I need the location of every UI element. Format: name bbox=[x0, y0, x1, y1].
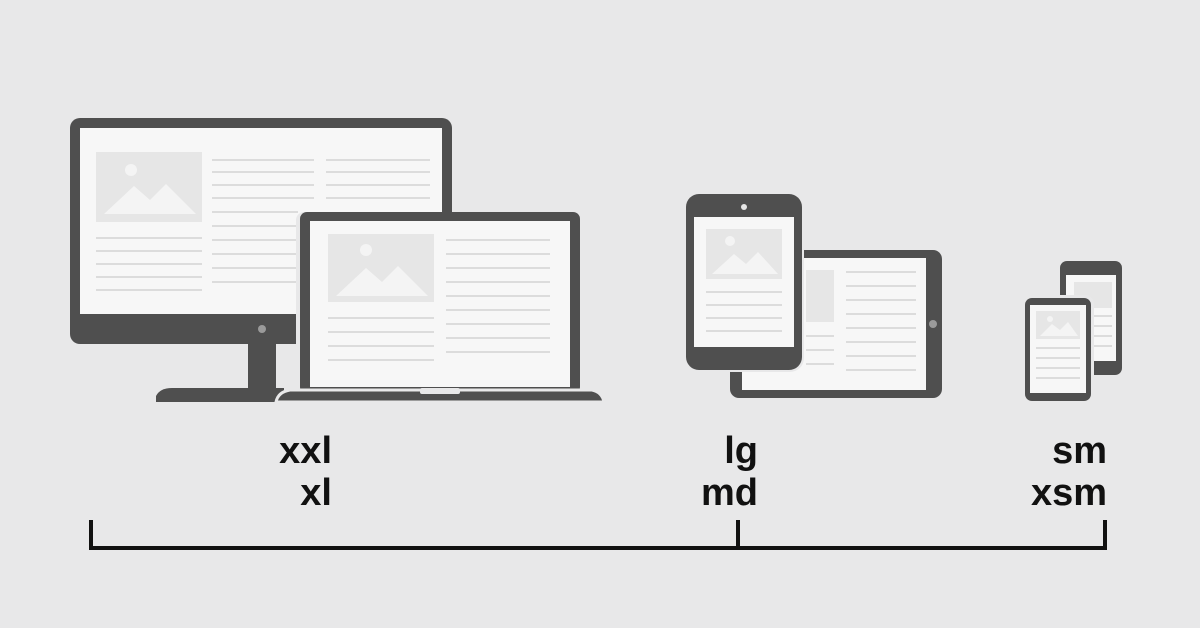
breakpoint-label-sm: sm bbox=[1052, 430, 1107, 472]
breakpoint-label-xsm: xsm bbox=[1030, 472, 1107, 514]
tablet-portrait-icon bbox=[684, 192, 804, 372]
phone-front-icon bbox=[1022, 295, 1094, 403]
breakpoint-label-xl: xl bbox=[300, 472, 332, 514]
laptop-icon bbox=[274, 212, 606, 404]
breakpoint-label-md: md bbox=[701, 472, 758, 514]
breakpoint-label-lg: lg bbox=[724, 430, 758, 472]
breakpoint-label-xxl: xxl bbox=[279, 430, 332, 472]
breakpoint-axis bbox=[89, 520, 1107, 550]
